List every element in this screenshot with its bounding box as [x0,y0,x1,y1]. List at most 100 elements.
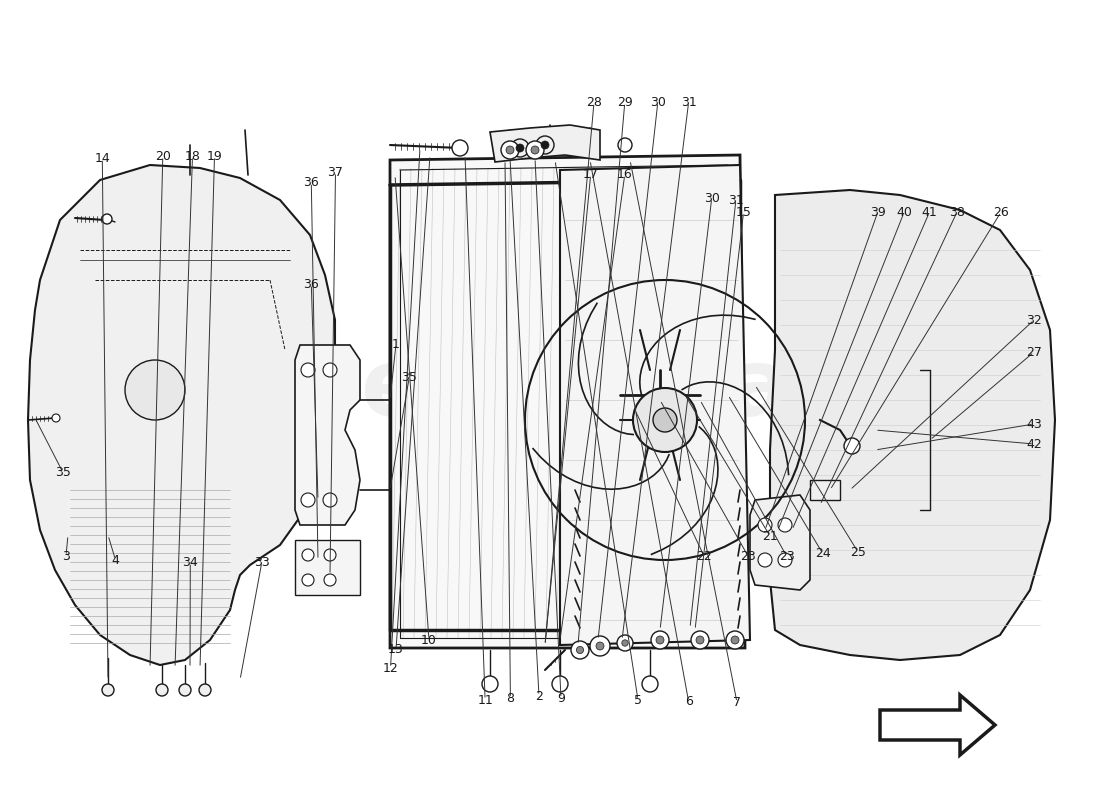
Text: 39: 39 [870,206,886,218]
Circle shape [199,684,211,696]
Text: 42: 42 [1026,438,1042,450]
Text: 7: 7 [733,696,741,709]
Circle shape [324,549,336,561]
Circle shape [618,138,632,152]
Circle shape [758,518,772,532]
Bar [810,480,840,500]
Text: 35: 35 [55,466,70,478]
Text: eurospares: eurospares [361,344,959,436]
Text: 29: 29 [617,96,632,109]
Circle shape [617,635,632,651]
Circle shape [536,136,554,154]
Circle shape [758,553,772,567]
Text: 25: 25 [850,546,866,558]
Circle shape [125,360,185,420]
Text: 33: 33 [254,556,270,569]
Text: 16: 16 [617,168,632,181]
Text: 20: 20 [155,150,170,162]
Text: 38: 38 [949,206,965,218]
Text: 28: 28 [586,96,602,109]
Polygon shape [390,155,745,648]
Circle shape [301,493,315,507]
Text: 26: 26 [993,206,1009,218]
Text: 40: 40 [896,206,912,218]
Text: 4: 4 [111,554,120,566]
Circle shape [590,636,610,656]
Circle shape [52,414,60,422]
Circle shape [506,146,514,154]
Text: 41: 41 [922,206,937,218]
Polygon shape [295,345,360,525]
Polygon shape [560,165,750,645]
Text: 8: 8 [506,692,515,705]
Circle shape [323,493,337,507]
Circle shape [102,214,112,224]
Circle shape [179,684,191,696]
Polygon shape [750,495,810,590]
Polygon shape [490,125,600,162]
Polygon shape [770,190,1055,660]
Circle shape [571,641,588,659]
Text: 21: 21 [762,530,778,542]
Text: 1: 1 [392,338,400,350]
Text: 30: 30 [650,96,666,109]
Circle shape [324,574,336,586]
Text: 17: 17 [583,168,598,181]
Circle shape [526,141,544,159]
Circle shape [541,141,549,149]
Circle shape [778,518,792,532]
Text: 35: 35 [402,371,417,384]
Circle shape [576,646,584,654]
Circle shape [726,631,744,649]
Text: a passion for parts: a passion for parts [425,474,736,506]
Text: 22: 22 [696,550,712,562]
Text: 31: 31 [681,96,696,109]
Text: 11: 11 [477,694,493,706]
Text: 24: 24 [815,547,830,560]
Circle shape [696,636,704,644]
Circle shape [653,408,676,432]
Text: 10: 10 [421,634,437,646]
Circle shape [691,631,710,649]
Circle shape [323,363,337,377]
Text: 36: 36 [304,176,319,189]
Circle shape [552,676,568,692]
Text: 23: 23 [779,550,794,562]
Circle shape [302,574,313,586]
Text: 31: 31 [728,194,744,206]
Text: 37: 37 [328,166,343,178]
Text: 9: 9 [557,692,565,705]
Polygon shape [28,165,335,665]
Text: 19: 19 [207,150,222,162]
Text: 13: 13 [388,643,404,656]
Text: 2: 2 [535,690,543,702]
Text: 36: 36 [304,278,319,290]
Circle shape [651,631,669,649]
Circle shape [621,640,628,646]
Polygon shape [880,695,996,755]
Circle shape [302,549,313,561]
Text: 32: 32 [1026,314,1042,326]
Circle shape [301,363,315,377]
Text: 27: 27 [1026,346,1042,358]
Circle shape [596,642,604,650]
Circle shape [156,684,168,696]
Text: 30: 30 [704,192,719,205]
Circle shape [778,553,792,567]
Circle shape [452,140,468,156]
Circle shape [632,388,697,452]
Circle shape [531,146,539,154]
Circle shape [732,636,739,644]
Text: 43: 43 [1026,418,1042,430]
Text: 5: 5 [634,694,642,706]
Text: 12: 12 [383,662,398,674]
Text: 34: 34 [183,556,198,569]
Text: 18: 18 [185,150,200,162]
Circle shape [102,684,114,696]
Circle shape [512,139,529,157]
Circle shape [516,144,524,152]
Text: 14: 14 [95,152,110,165]
Text: 6: 6 [684,695,693,708]
Bar [295,540,360,595]
Circle shape [482,676,498,692]
